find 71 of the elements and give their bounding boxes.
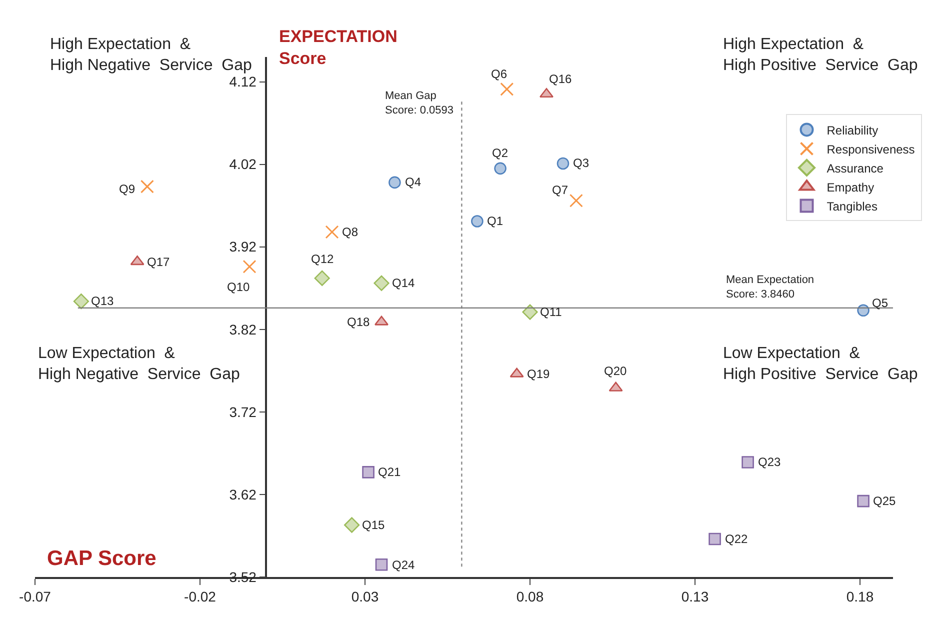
annotation: Low Expectation & High Negative Service Gap [38, 345, 240, 383]
point [73, 294, 89, 310]
y-tick-label: 3.82 [229, 321, 257, 338]
x-tick-label: 0.08 [516, 588, 544, 605]
legend-label: Assurance [826, 161, 884, 176]
annotation: Q7 [552, 183, 568, 197]
y-tick-label: 3.92 [229, 238, 257, 255]
legend-label: Reliability [826, 123, 878, 138]
annotation: Q9 [119, 182, 136, 196]
annotation: Q4 [405, 175, 422, 189]
annotation: Q17 [147, 255, 170, 269]
x-axis-title: GAP Score [47, 547, 156, 570]
point [362, 466, 374, 478]
point [140, 180, 154, 194]
annotation: Q6 [491, 67, 508, 81]
point [556, 157, 570, 170]
legend-label: Tangibles [826, 199, 878, 214]
point [471, 215, 484, 228]
ref-line-label: Mean Gap Score: 0.0593 [385, 90, 454, 116]
annotation: Q15 [362, 518, 386, 532]
point [494, 162, 506, 175]
y-tick-label: 3.62 [229, 486, 257, 502]
x-tick-label: -0.02 [184, 588, 216, 605]
point [325, 225, 339, 239]
annotation: High Expectation & High Negative Service Gap [50, 36, 252, 74]
annotation: Q25 [873, 494, 896, 508]
annotation: Q18 [347, 315, 370, 329]
annotation: Q12 [311, 252, 334, 266]
annotation: Q14 [392, 276, 416, 290]
annotation: Q10 [227, 280, 250, 294]
point [569, 194, 583, 208]
annotation: Q24 [392, 558, 416, 572]
annotation: Q8 [342, 225, 358, 239]
ref-line-label: Mean Expectation Score: 3.8460 [726, 274, 814, 300]
point [857, 494, 870, 508]
point [522, 304, 538, 320]
point [375, 558, 388, 571]
annotation: High Expectation & High Positive Service Gap [723, 36, 918, 74]
point [500, 82, 514, 96]
annotation: Q20 [604, 364, 628, 378]
annotation: Q21 [378, 465, 402, 479]
annotation: Q1 [487, 214, 504, 228]
annotation: Q5 [872, 296, 888, 310]
x-tick-label: 0.18 [846, 588, 874, 605]
annotation: Q13 [91, 294, 114, 308]
y-axis-title: EXPECTATION Score [279, 27, 398, 68]
annotation: Q11 [540, 305, 562, 319]
point [314, 270, 330, 286]
annotation: Q3 [573, 156, 590, 170]
x-tick-label: 0.13 [681, 588, 709, 605]
annotation: Q16 [549, 72, 572, 86]
point [742, 456, 754, 468]
point [374, 275, 390, 291]
point [708, 532, 721, 546]
annotation: Q19 [527, 367, 550, 381]
annotation: Q23 [758, 455, 782, 469]
x-tick-label: 0.03 [351, 588, 379, 605]
point [374, 316, 388, 326]
annotation: Q2 [492, 146, 508, 160]
y-tick-label: 3.72 [229, 404, 257, 420]
y-tick-label: 4.12 [229, 74, 257, 90]
x-tick-label: -0.07 [19, 588, 52, 605]
annotation: Low Expectation & High Positive Service Gap [723, 345, 918, 383]
legend-label: Responsiveness [826, 142, 915, 156]
y-tick-label: 4.02 [229, 156, 257, 172]
point [344, 517, 360, 533]
legend-label: Empathy [826, 180, 874, 194]
annotation: Q22 [725, 532, 748, 546]
point [388, 176, 401, 189]
point [540, 88, 554, 98]
point [242, 260, 256, 274]
